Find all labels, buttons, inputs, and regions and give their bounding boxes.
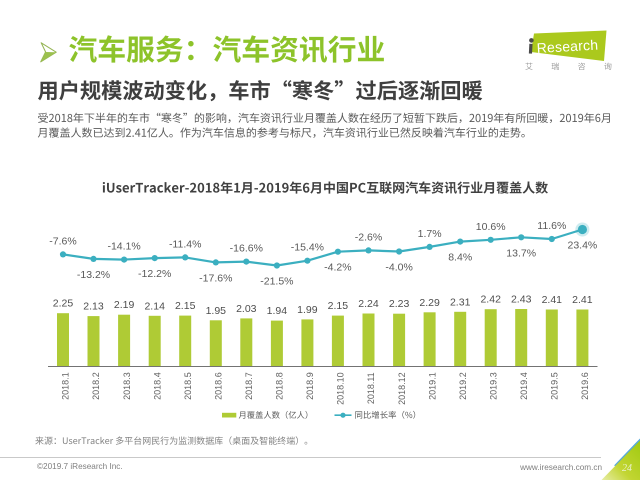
svg-text:2.31: 2.31 [450, 296, 471, 308]
svg-text:2019.6: 2019.6 [580, 372, 590, 400]
svg-text:2018.5: 2018.5 [183, 372, 193, 400]
svg-text:2019.2: 2019.2 [458, 372, 468, 400]
svg-text:2.25: 2.25 [53, 298, 74, 310]
svg-text:-14.1%: -14.1% [107, 241, 140, 253]
svg-text:2018.4: 2018.4 [152, 372, 162, 400]
svg-text:1.99: 1.99 [297, 304, 318, 316]
svg-text:2018.12: 2018.12 [397, 372, 407, 405]
svg-text:2.41: 2.41 [542, 294, 563, 306]
svg-text:-15.4%: -15.4% [291, 242, 324, 254]
svg-text:2019.1: 2019.1 [427, 372, 437, 400]
svg-text:2.13: 2.13 [83, 301, 104, 313]
svg-text:1.95: 1.95 [206, 305, 227, 317]
svg-text:-4.0%: -4.0% [385, 262, 412, 274]
svg-text:-12.2%: -12.2% [138, 268, 171, 280]
svg-text:2.15: 2.15 [328, 300, 349, 312]
svg-text:2019.3: 2019.3 [488, 372, 498, 400]
svg-text:2018.9: 2018.9 [305, 372, 315, 400]
svg-text:-21.5%: -21.5% [260, 276, 293, 288]
svg-text:8.4%: 8.4% [448, 252, 472, 264]
svg-text:2.19: 2.19 [114, 299, 135, 311]
svg-text:-16.6%: -16.6% [230, 243, 263, 255]
svg-text:2019.5: 2019.5 [550, 372, 560, 400]
svg-text:-4.2%: -4.2% [324, 262, 351, 274]
svg-text:©2019.7 iResearch Inc.: ©2019.7 iResearch Inc. [37, 462, 123, 471]
svg-text:2018.11: 2018.11 [366, 372, 376, 404]
svg-text:2.29: 2.29 [419, 297, 440, 309]
svg-text:1.7%: 1.7% [418, 228, 442, 240]
svg-text:2.23: 2.23 [389, 298, 410, 310]
svg-text:2018.6: 2018.6 [213, 372, 223, 400]
svg-text:2.42: 2.42 [480, 294, 501, 306]
svg-text:-17.6%: -17.6% [199, 272, 232, 284]
svg-text:Research: Research [536, 37, 598, 56]
svg-text:-13.2%: -13.2% [77, 269, 110, 281]
svg-text:2.24: 2.24 [358, 298, 379, 310]
svg-text:2.14: 2.14 [144, 300, 165, 312]
svg-text:11.6%: 11.6% [537, 220, 566, 232]
svg-text:-7.6%: -7.6% [49, 235, 76, 247]
svg-text:10.6%: 10.6% [476, 221, 506, 233]
svg-text:13.7%: 13.7% [506, 247, 536, 259]
svg-text:2.41: 2.41 [572, 294, 593, 306]
svg-text:2.15: 2.15 [175, 300, 196, 312]
svg-text:-11.4%: -11.4% [169, 238, 202, 250]
svg-text:2018.10: 2018.10 [336, 372, 346, 405]
svg-text:www.iresearch.com.cn: www.iresearch.com.cn [519, 463, 602, 472]
svg-text:2018.7: 2018.7 [244, 372, 254, 400]
svg-text:2.03: 2.03 [236, 303, 257, 315]
svg-text:2.43: 2.43 [511, 294, 532, 306]
svg-text:-2.6%: -2.6% [355, 231, 382, 243]
svg-text:2018.8: 2018.8 [275, 372, 285, 400]
svg-text:2018.1: 2018.1 [61, 372, 71, 400]
svg-text:1.94: 1.94 [267, 305, 288, 317]
svg-text:2019.4: 2019.4 [519, 372, 529, 400]
svg-text:2018.3: 2018.3 [122, 372, 132, 400]
svg-text:2018.2: 2018.2 [91, 372, 101, 400]
svg-text:23.4%: 23.4% [568, 240, 598, 252]
svg-text:24: 24 [622, 463, 632, 474]
